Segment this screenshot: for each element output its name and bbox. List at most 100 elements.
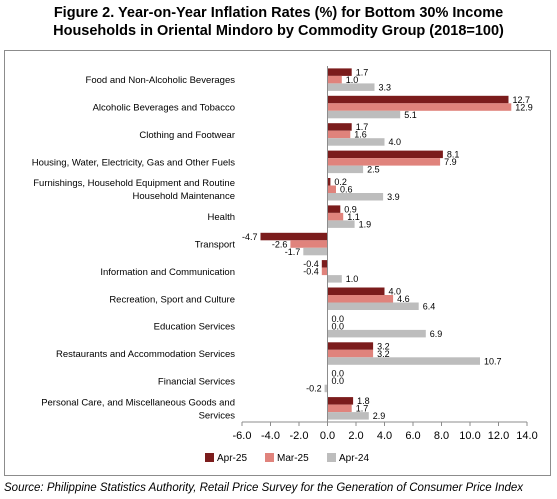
bar [327, 275, 342, 283]
data-label: 2.9 [373, 411, 386, 421]
data-label: 3.9 [387, 192, 400, 202]
bar [327, 357, 480, 365]
bar [327, 397, 354, 405]
bar [327, 158, 441, 166]
category-label: Alcoholic Beverages and Tobacco [93, 103, 235, 114]
bar [327, 205, 341, 213]
x-tick-label: 12.0 [488, 430, 509, 442]
data-label: -0.2 [306, 384, 322, 394]
chart-frame [4, 50, 551, 476]
data-label: 1.0 [346, 274, 359, 284]
bar [327, 178, 331, 186]
data-label: -1.7 [285, 247, 301, 257]
data-label: 0.0 [332, 376, 345, 386]
data-label: 12.7 [513, 95, 531, 105]
data-label: -0.4 [303, 267, 319, 277]
category-label: Financial Services [158, 376, 235, 387]
data-label: 0.6 [340, 185, 353, 195]
bar [327, 95, 509, 104]
data-label: 0.0 [332, 369, 345, 379]
bar [260, 232, 328, 241]
bar [327, 123, 352, 131]
bar [327, 75, 342, 84]
data-label: 0.0 [332, 314, 345, 324]
x-tick-label: 0.0 [320, 430, 335, 442]
bar [327, 130, 351, 139]
category-label: Information and Communication [100, 267, 235, 278]
bar [327, 349, 374, 358]
bar [327, 165, 364, 174]
bar [327, 103, 512, 111]
bar [327, 404, 352, 413]
data-label: 7.9 [444, 157, 457, 167]
x-tick-label: 6.0 [405, 430, 420, 442]
data-label: -0.4 [303, 259, 319, 269]
chart-title-line1: Figure 2. Year-on-Year Inflation Rates (… [53, 5, 504, 21]
category-label: Household Maintenance [133, 191, 235, 202]
category-label: Clothing and Footwear [139, 130, 235, 141]
bar [327, 412, 369, 420]
category-label: Housing, Water, Electricity, Gas and Oth… [32, 157, 236, 168]
data-label: 12.9 [515, 102, 533, 112]
legend-swatch [327, 453, 336, 462]
data-label: 0.2 [334, 177, 347, 187]
bar [321, 260, 328, 268]
category-label: Food and Non-Alcoholic Beverages [86, 75, 236, 86]
data-label: 10.7 [484, 356, 502, 366]
bar [327, 150, 443, 159]
x-tick-label: 4.0 [377, 430, 392, 442]
bar [327, 329, 426, 338]
bar [327, 287, 385, 295]
bar [327, 110, 401, 119]
x-tick-label: -2.0 [290, 430, 309, 442]
bar [327, 295, 394, 303]
data-label: 1.8 [357, 396, 370, 406]
bar [327, 68, 352, 76]
legend-label: Apr-24 [339, 453, 369, 464]
bar [327, 302, 419, 310]
x-tick-label: 10.0 [459, 430, 480, 442]
data-label: 4.0 [389, 137, 402, 147]
bar [327, 138, 385, 146]
legend-swatch [205, 453, 214, 462]
category-label: Transport [195, 240, 236, 251]
data-label: 3.3 [379, 82, 392, 92]
category-label: Education Services [154, 322, 236, 333]
category-label: Health [208, 212, 235, 223]
x-tick-label: 14.0 [516, 430, 537, 442]
data-label: 1.7 [356, 67, 369, 77]
category-label: Furnishings, Household Equipment and Rou… [33, 178, 235, 189]
category-label: Restaurants and Accommodation Services [56, 349, 235, 360]
data-label: 6.9 [430, 329, 443, 339]
bar [327, 342, 374, 350]
bar [290, 240, 328, 248]
data-label: 1.6 [354, 130, 367, 140]
x-tick-label: -6.0 [233, 430, 252, 442]
x-tick-label: 8.0 [434, 430, 449, 442]
data-label: 1.7 [356, 122, 369, 132]
data-label: 1.7 [356, 404, 369, 414]
data-label: 1.9 [359, 219, 372, 229]
chart-title-line2: Households in Oriental Mindoro by Commod… [53, 23, 504, 39]
data-label: 3.2 [377, 341, 390, 351]
data-label: 5.1 [404, 110, 417, 120]
source-note: Source: Philippine Statistics Authority,… [4, 482, 524, 494]
data-label: -4.7 [242, 232, 258, 242]
legend-label: Apr-25 [217, 453, 247, 464]
bar [327, 193, 384, 201]
data-label: 2.5 [367, 165, 380, 175]
data-label: 0.9 [344, 204, 357, 214]
data-label: 4.6 [397, 294, 410, 304]
data-label: 3.2 [377, 349, 390, 359]
bar [327, 212, 344, 221]
data-label: 0.0 [332, 321, 345, 331]
bar [327, 83, 375, 91]
data-label: 1.0 [346, 75, 359, 85]
data-label: 4.0 [389, 287, 402, 297]
data-label: 1.1 [347, 212, 360, 222]
chart-title: Figure 2. Year-on-Year Inflation Rates (… [0, 4, 557, 40]
legend-swatch [265, 453, 274, 462]
x-tick-label: 2.0 [348, 430, 363, 442]
data-label: 6.4 [423, 302, 436, 312]
